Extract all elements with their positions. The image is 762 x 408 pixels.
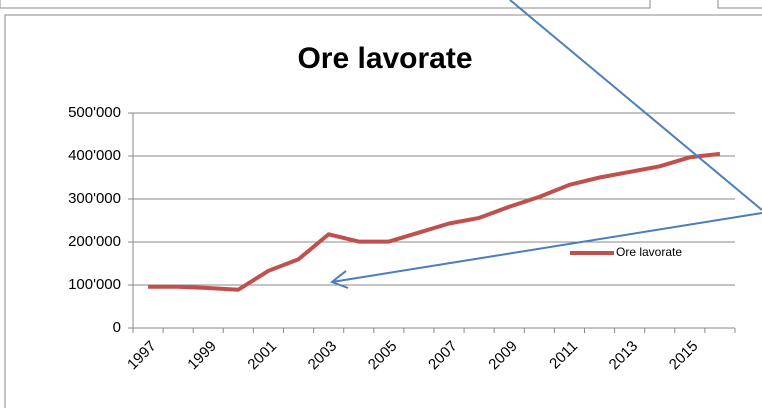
chart-border [4,14,762,408]
annotation-arrow [331,212,762,283]
y-tick-label: 0 [113,319,121,336]
y-tick-label: 200'000 [68,233,121,250]
chart-title: Ore lavorate [297,42,472,75]
data-line [148,151,721,292]
top-frame [0,0,651,9]
arrow-head [329,270,349,289]
y-tick-label: 500'000 [68,104,121,121]
y-tick-label: 100'000 [68,276,121,293]
y-tick-label: 400'000 [68,147,121,164]
y-tick-label: 300'000 [68,190,121,207]
top-frame [717,0,762,9]
legend-label: Ore lavorate [616,245,682,259]
annotation-line [509,0,762,211]
